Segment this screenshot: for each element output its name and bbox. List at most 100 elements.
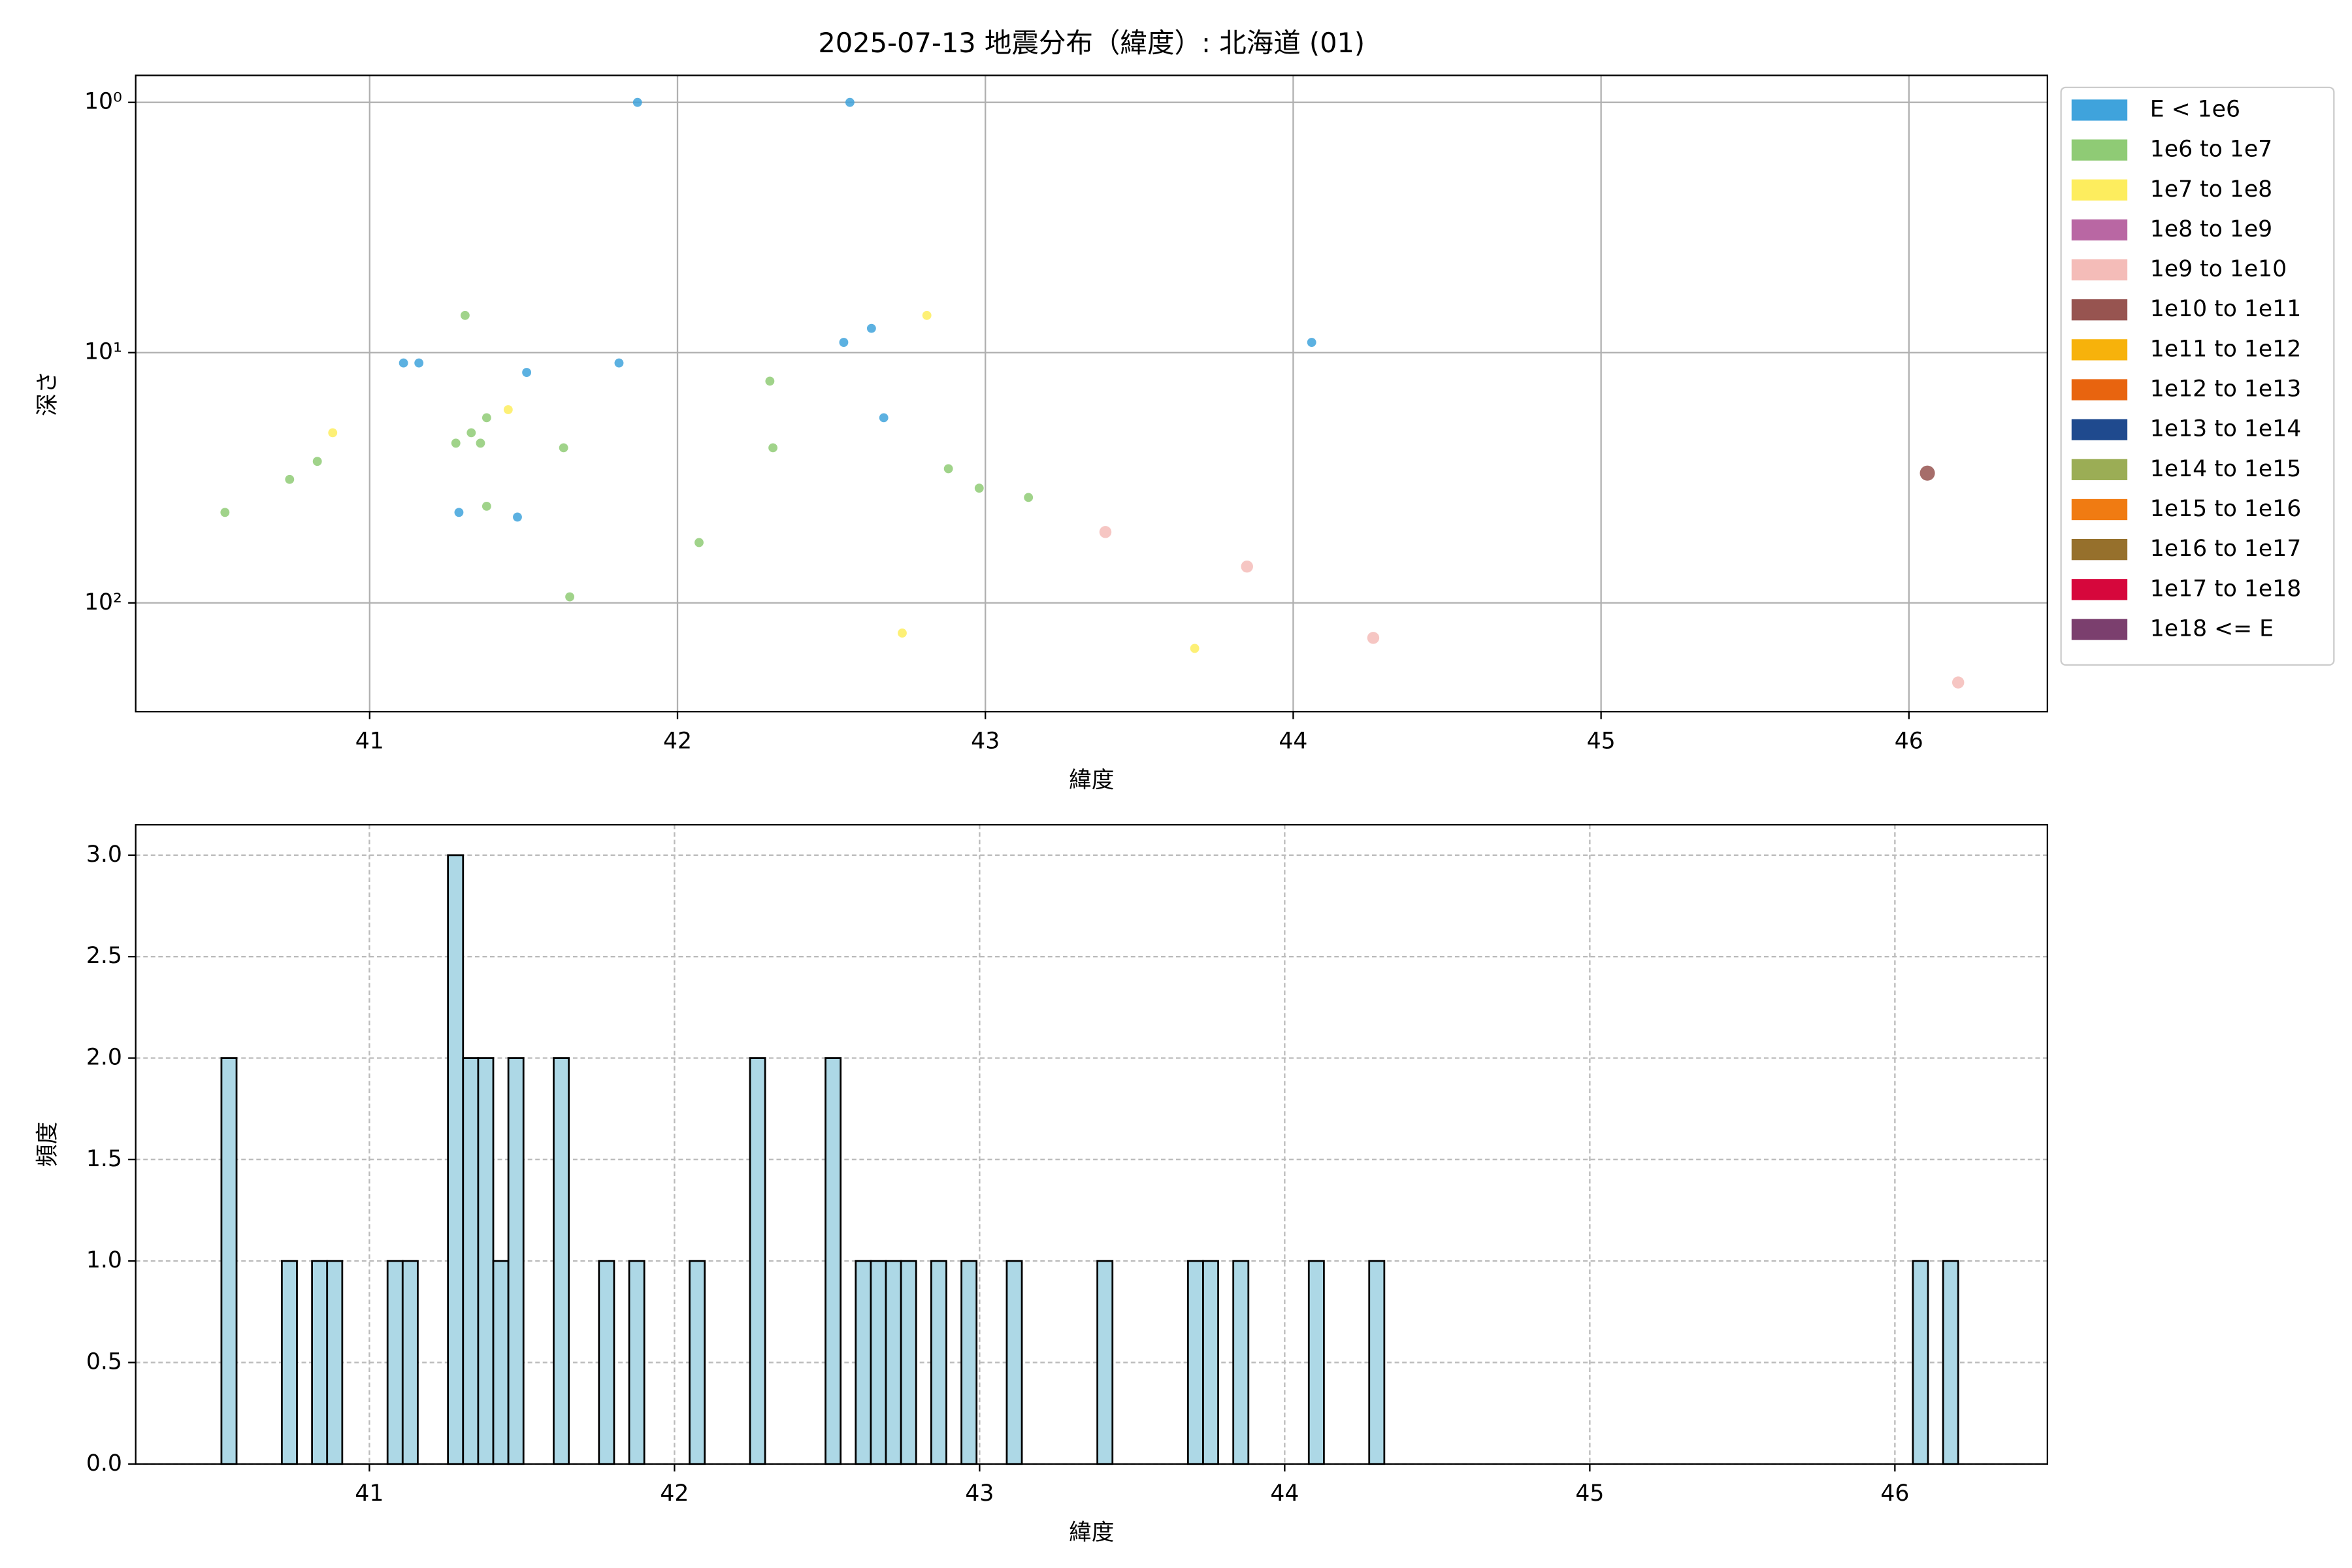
legend-swatch bbox=[2071, 259, 2128, 281]
legend-swatch bbox=[2071, 339, 2128, 361]
scatter-point bbox=[1919, 465, 1935, 481]
histogram-bar bbox=[749, 1057, 766, 1465]
legend-swatch bbox=[2071, 498, 2128, 521]
legend-swatch bbox=[2071, 419, 2128, 440]
legend-swatch bbox=[2071, 299, 2128, 321]
histogram-bar bbox=[1912, 1260, 1929, 1465]
scatter-point bbox=[565, 592, 575, 602]
scatter-point bbox=[1241, 560, 1253, 573]
histogram-bar bbox=[870, 1260, 887, 1465]
scatter-point bbox=[765, 376, 775, 386]
histogram-bar bbox=[960, 1260, 978, 1465]
scatter-point bbox=[513, 512, 522, 522]
legend-swatch bbox=[2071, 99, 2128, 121]
histogram-bar bbox=[1942, 1260, 1959, 1465]
y-tick-label: 0.0 bbox=[86, 1450, 122, 1477]
scatter-point bbox=[1307, 338, 1316, 347]
histogram-bar bbox=[1368, 1260, 1386, 1465]
histogram-bar bbox=[386, 1260, 404, 1465]
scatter-point bbox=[866, 323, 876, 333]
legend-label: 1e13 to 1e14 bbox=[2150, 416, 2301, 442]
y-axis-label: 頻度 bbox=[35, 1122, 61, 1167]
chart-title: 2025-07-13 地震分布（緯度）: 北海道 (01) bbox=[818, 27, 1365, 59]
scatter-point bbox=[614, 358, 624, 368]
histogram-bar bbox=[1005, 1260, 1023, 1465]
y-tick-label: 3.0 bbox=[86, 841, 122, 868]
scatter-point bbox=[220, 508, 230, 517]
legend-swatch bbox=[2071, 379, 2128, 400]
legend-label: 1e10 to 1e11 bbox=[2150, 296, 2301, 322]
scatter-point bbox=[694, 538, 704, 547]
x-tick-label: 42 bbox=[660, 1480, 689, 1507]
legend-swatch bbox=[2071, 619, 2128, 640]
histogram-bar bbox=[1096, 1260, 1114, 1465]
scatter-point bbox=[632, 97, 642, 107]
x-tick-label: 44 bbox=[1270, 1480, 1299, 1507]
histogram-bar bbox=[885, 1260, 902, 1465]
x-axis-label: 緯度 bbox=[1069, 1520, 1114, 1546]
legend-swatch bbox=[2071, 179, 2128, 201]
legend-label: 1e11 to 1e12 bbox=[2150, 336, 2301, 362]
histogram-bar bbox=[598, 1260, 615, 1465]
scatter-point bbox=[328, 428, 338, 438]
x-tick-label: 43 bbox=[971, 728, 1000, 754]
y-tick-label: 10⁰ bbox=[84, 89, 122, 115]
histogram-bar bbox=[447, 854, 465, 1465]
legend-label: 1e15 to 1e16 bbox=[2150, 496, 2301, 522]
scatter-point bbox=[974, 483, 984, 493]
x-tick-label: 41 bbox=[355, 728, 384, 754]
y-tick-label: 10¹ bbox=[84, 339, 122, 365]
y-tick-label: 1.0 bbox=[86, 1247, 122, 1273]
scatter-point bbox=[768, 443, 777, 453]
y-tick-label: 10² bbox=[84, 589, 122, 615]
scatter-point bbox=[1024, 493, 1034, 502]
scatter-point bbox=[559, 443, 568, 453]
plot-frame bbox=[135, 824, 2048, 1465]
x-tick-label: 45 bbox=[1575, 1480, 1604, 1507]
x-axis-label: 緯度 bbox=[1069, 767, 1114, 793]
legend-swatch bbox=[2071, 139, 2128, 161]
histogram-bar bbox=[492, 1260, 510, 1465]
scatter-point bbox=[482, 413, 491, 423]
scatter-point bbox=[466, 428, 476, 438]
y-tick-label: 1.5 bbox=[86, 1146, 122, 1172]
scatter-point bbox=[312, 457, 322, 466]
legend-label: 1e16 to 1e17 bbox=[2150, 536, 2301, 562]
histogram-bar bbox=[280, 1260, 298, 1465]
legend-swatch bbox=[2071, 579, 2128, 600]
x-tick-label: 46 bbox=[1880, 1480, 1909, 1507]
histogram-bar bbox=[689, 1260, 706, 1465]
legend-swatch bbox=[2071, 539, 2128, 561]
histogram-bar bbox=[855, 1260, 872, 1465]
histogram-bar bbox=[220, 1057, 238, 1465]
scatter-point bbox=[285, 474, 295, 484]
histogram-bar bbox=[825, 1057, 842, 1465]
plot-frame bbox=[135, 74, 2048, 713]
histogram-bar bbox=[900, 1260, 917, 1465]
legend-box bbox=[2060, 86, 2335, 666]
scatter-point bbox=[454, 508, 464, 517]
histogram-bar bbox=[628, 1260, 645, 1465]
x-tick-label: 44 bbox=[1279, 728, 1307, 754]
x-tick-label: 45 bbox=[1587, 728, 1616, 754]
histogram-bar bbox=[477, 1057, 495, 1465]
histogram-bar bbox=[1186, 1260, 1204, 1465]
histogram-bar bbox=[1232, 1260, 1250, 1465]
legend-label: 1e6 to 1e7 bbox=[2150, 137, 2272, 163]
x-tick-label: 41 bbox=[355, 1480, 384, 1507]
x-tick-label: 42 bbox=[663, 728, 692, 754]
histogram-bar bbox=[553, 1057, 570, 1465]
histogram-bar bbox=[326, 1260, 344, 1465]
legend-label: E < 1e6 bbox=[2150, 96, 2240, 122]
y-tick-label: 0.5 bbox=[86, 1348, 122, 1375]
y-axis-label: 深さ bbox=[35, 371, 61, 416]
scatter-point bbox=[476, 438, 485, 448]
histogram-bar bbox=[930, 1260, 947, 1465]
histogram-bar bbox=[1307, 1260, 1325, 1465]
scatter-point bbox=[460, 310, 470, 320]
x-tick-label: 43 bbox=[965, 1480, 994, 1507]
scatter-point bbox=[845, 97, 855, 107]
scatter-point bbox=[879, 413, 889, 423]
